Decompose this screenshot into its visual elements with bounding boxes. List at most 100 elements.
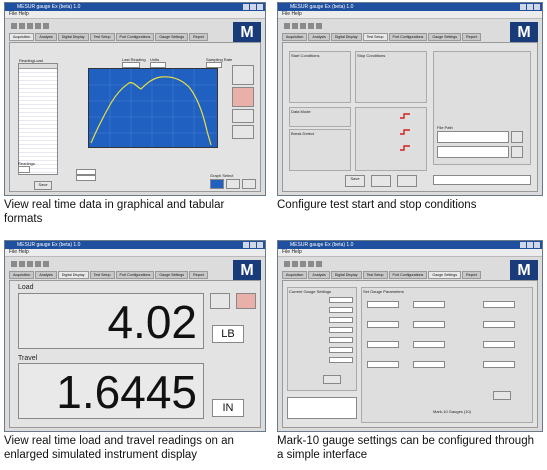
tab-acquisition[interactable]: Acquisition <box>282 271 308 279</box>
tool-icon[interactable] <box>27 23 33 29</box>
param-field[interactable] <box>483 301 515 308</box>
menu-bar[interactable]: File Help <box>278 11 542 19</box>
close-button[interactable] <box>257 242 263 248</box>
tab-gauge-settings[interactable]: Gauge Settings <box>428 271 462 279</box>
tool-icon[interactable] <box>43 23 49 29</box>
tool-icon[interactable] <box>316 23 322 29</box>
maximize-button[interactable] <box>527 4 533 10</box>
stop-button[interactable] <box>236 293 256 309</box>
read-button[interactable] <box>323 375 341 384</box>
save-settings-button[interactable]: Save <box>345 175 365 187</box>
tab-analysis[interactable]: Analysis <box>35 33 57 41</box>
load-curve <box>89 69 217 147</box>
tool-icon[interactable] <box>19 261 25 267</box>
graph-select-button[interactable] <box>210 179 224 189</box>
browse-button[interactable] <box>511 131 523 143</box>
tool-icon[interactable] <box>43 261 49 267</box>
menu-bar[interactable]: File Help <box>278 249 542 257</box>
graph-range-field[interactable] <box>76 169 96 175</box>
tab-report[interactable]: Report <box>462 271 481 279</box>
tool-icon[interactable] <box>11 23 17 29</box>
save-button[interactable]: Save <box>34 181 52 190</box>
param-field[interactable] <box>483 341 515 348</box>
tab-digital-display[interactable]: Digital Display <box>57 271 89 279</box>
tab-acquisition[interactable]: Acquisition <box>9 271 35 279</box>
param-field[interactable] <box>413 361 445 368</box>
default-button[interactable] <box>397 175 417 187</box>
minimize-button[interactable] <box>520 242 526 248</box>
tab-gauge-settings[interactable]: Gauge Settings <box>155 271 189 279</box>
tab-test-setup[interactable]: Test Setup <box>362 33 388 41</box>
tool-icon[interactable] <box>35 261 41 267</box>
tool-icon[interactable] <box>35 23 41 29</box>
minimize-button[interactable] <box>243 4 249 10</box>
close-button[interactable] <box>534 4 540 10</box>
tab-gauge-settings[interactable]: Gauge Settings <box>428 33 462 41</box>
zero-button[interactable] <box>232 109 254 123</box>
maximize-button[interactable] <box>250 242 256 248</box>
tab-report[interactable]: Report <box>189 33 208 41</box>
start-button[interactable] <box>210 293 230 309</box>
tab-analysis[interactable]: Analysis <box>308 33 330 41</box>
tab-port-configurations[interactable]: Port Configurations <box>388 271 428 279</box>
maximize-button[interactable] <box>527 242 533 248</box>
tab-port-configurations[interactable]: Port Configurations <box>388 33 428 41</box>
set-button[interactable] <box>493 391 511 400</box>
param-field[interactable] <box>367 321 399 328</box>
tab-analysis[interactable]: Analysis <box>35 271 57 279</box>
tab-test-setup[interactable]: Test Setup <box>89 33 115 41</box>
tab-digital-display[interactable]: Digital Display <box>57 33 89 41</box>
tab-test-setup[interactable]: Test Setup <box>362 271 388 279</box>
close-button[interactable] <box>257 4 263 10</box>
load-settings-button[interactable] <box>371 175 391 187</box>
clear-button[interactable] <box>232 125 254 139</box>
tool-icon[interactable] <box>11 261 17 267</box>
graph-export-button[interactable] <box>242 179 256 189</box>
tool-icon[interactable] <box>292 261 298 267</box>
tool-icon[interactable] <box>19 23 25 29</box>
param-field[interactable] <box>483 321 515 328</box>
test-name-field[interactable] <box>433 175 531 185</box>
graph-clear-button[interactable] <box>226 179 240 189</box>
browse-button[interactable] <box>511 146 523 158</box>
tool-icon[interactable] <box>292 23 298 29</box>
tool-icon[interactable] <box>27 261 33 267</box>
param-field[interactable] <box>413 301 445 308</box>
stop-button[interactable] <box>232 87 254 107</box>
tab-report[interactable]: Report <box>462 33 481 41</box>
tab-port-configurations[interactable]: Port Configurations <box>115 33 155 41</box>
param-field[interactable] <box>413 321 445 328</box>
tab-gauge-settings[interactable]: Gauge Settings <box>155 33 189 41</box>
minimize-button[interactable] <box>243 242 249 248</box>
tool-icon[interactable] <box>284 23 290 29</box>
tool-icon[interactable] <box>284 261 290 267</box>
tool-icon[interactable] <box>308 261 314 267</box>
tool-icon[interactable] <box>300 23 306 29</box>
sampling-rate-field[interactable] <box>206 62 222 68</box>
param-field[interactable] <box>367 301 399 308</box>
tab-port-configurations[interactable]: Port Configurations <box>115 271 155 279</box>
param-field[interactable] <box>367 341 399 348</box>
param-field[interactable] <box>367 361 399 368</box>
menu-bar[interactable]: File Help <box>5 11 265 19</box>
file-path-field[interactable] <box>437 131 509 143</box>
graph-range-field[interactable] <box>76 175 96 181</box>
param-field[interactable] <box>483 361 515 368</box>
close-button[interactable] <box>534 242 540 248</box>
menu-bar[interactable]: File Help <box>5 249 265 257</box>
tab-analysis[interactable]: Analysis <box>308 271 330 279</box>
maximize-button[interactable] <box>250 4 256 10</box>
file-path-field[interactable] <box>437 146 509 158</box>
tab-digital-display[interactable]: Digital Display <box>330 271 362 279</box>
tool-icon[interactable] <box>316 261 322 267</box>
minimize-button[interactable] <box>520 4 526 10</box>
tool-icon[interactable] <box>308 23 314 29</box>
tab-acquisition[interactable]: Acquisition <box>9 33 35 41</box>
tool-icon[interactable] <box>300 261 306 267</box>
tab-acquisition[interactable]: Acquisition <box>282 33 308 41</box>
param-field[interactable] <box>413 341 445 348</box>
tab-test-setup[interactable]: Test Setup <box>89 271 115 279</box>
start-button[interactable] <box>232 65 254 85</box>
tab-digital-display[interactable]: Digital Display <box>330 33 362 41</box>
tab-report[interactable]: Report <box>189 271 208 279</box>
